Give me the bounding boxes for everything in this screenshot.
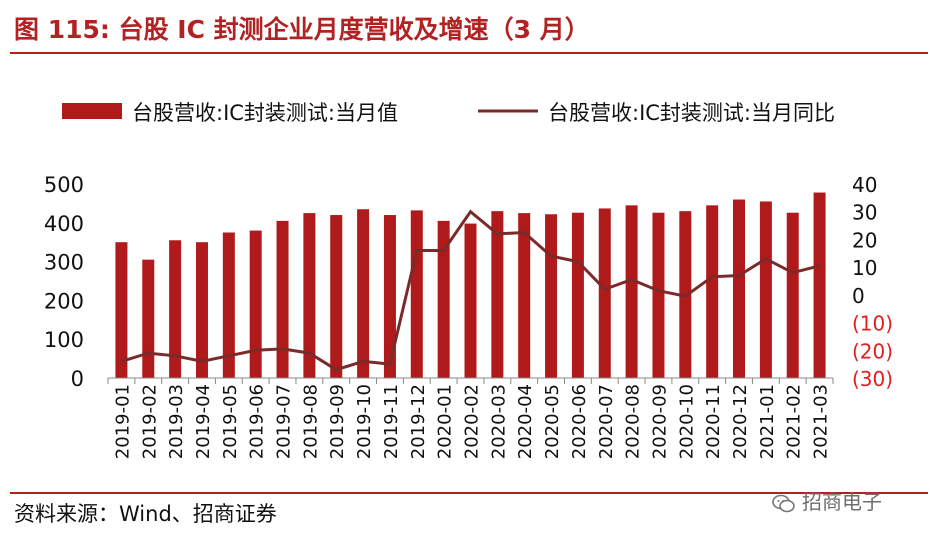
bar — [330, 215, 343, 378]
source-note: 资料来源：Wind、招商证券 — [14, 502, 277, 526]
left-tick-label: 200 — [44, 289, 84, 313]
x-tick-label: 2020-12 — [730, 384, 751, 459]
bar — [276, 220, 289, 378]
bar — [813, 192, 826, 378]
right-tick-label: (20) — [852, 339, 893, 363]
watermark-text: 招商电子 — [802, 490, 882, 514]
bar — [571, 212, 584, 378]
x-tick-label: 2019-03 — [166, 384, 187, 459]
bar — [733, 199, 746, 378]
x-axis-ticks — [107, 378, 834, 384]
x-tick-label: 2020-01 — [435, 384, 456, 459]
right-axis: (30) (20) (10) 0 10 20 30 40 — [852, 173, 893, 391]
bar — [383, 215, 396, 378]
bar — [759, 201, 772, 378]
x-axis-labels: 2019-01 2019-02 2019-03 2019-04 2019-05 2019-… — [112, 384, 831, 459]
x-tick-label: 2020-11 — [703, 384, 724, 459]
x-tick-label: 2019-08 — [300, 384, 321, 459]
right-tick-label: (10) — [852, 312, 893, 336]
x-tick-label: 2019-09 — [327, 384, 348, 459]
x-tick-label: 2019-07 — [274, 384, 295, 459]
right-tick-label: 30 — [852, 201, 877, 225]
bar — [222, 232, 235, 378]
left-tick-label: 100 — [44, 328, 84, 352]
left-tick-label: 0 — [71, 367, 84, 391]
x-tick-label: 2020-07 — [596, 384, 617, 459]
right-tick-label: 20 — [852, 228, 877, 252]
legend: 台股营收:IC封装测试:当月值 台股营收:IC封装测试:当月同比 — [62, 101, 835, 125]
x-tick-label: 2019-06 — [247, 384, 268, 459]
left-tick-label: 400 — [44, 212, 84, 236]
x-tick-label: 2019-05 — [220, 384, 241, 459]
bar — [115, 242, 128, 378]
x-tick-label: 2019-12 — [408, 384, 429, 459]
bar — [786, 212, 799, 378]
x-tick-label: 2020-10 — [676, 384, 697, 459]
bar — [518, 213, 531, 378]
yoy-line — [120, 209, 820, 372]
x-tick-label: 2019-11 — [381, 384, 402, 459]
x-tick-label: 2020-02 — [462, 384, 483, 459]
x-tick-label: 2021-02 — [784, 384, 805, 459]
bar — [169, 240, 182, 378]
bar — [437, 220, 450, 378]
bar — [195, 242, 208, 378]
bar — [652, 212, 665, 378]
x-tick-label: 2020-03 — [488, 384, 509, 459]
bar — [598, 208, 611, 378]
legend-bar-swatch — [62, 103, 122, 119]
x-tick-label: 2020-04 — [515, 384, 536, 459]
x-tick-label: 2021-01 — [757, 384, 778, 459]
bar — [464, 223, 477, 378]
left-axis: 0 100 200 300 400 500 — [44, 173, 84, 391]
footer-divider — [10, 492, 928, 494]
legend-line-label: 台股营收:IC封装测试:当月同比 — [548, 101, 835, 125]
x-tick-label: 2020-08 — [623, 384, 644, 459]
x-tick-label: 2019-10 — [354, 384, 375, 459]
bar — [545, 214, 558, 378]
right-tick-label: 10 — [852, 256, 877, 280]
bar — [357, 209, 370, 378]
bar — [303, 213, 316, 378]
watermark: 招商电子 — [772, 486, 882, 515]
right-tick-label: 40 — [852, 173, 877, 197]
x-tick-label: 2020-05 — [542, 384, 563, 459]
x-tick-label: 2019-02 — [139, 384, 160, 459]
x-tick-label: 2019-04 — [193, 384, 214, 459]
x-tick-label: 2019-01 — [112, 384, 133, 459]
bar — [625, 205, 638, 378]
bar — [491, 211, 504, 378]
wechat-icon — [772, 494, 795, 512]
legend-bar-label: 台股营收:IC封装测试:当月值 — [132, 101, 398, 125]
title-divider — [10, 52, 928, 54]
right-tick-label: 0 — [852, 284, 865, 308]
right-tick-label: (30) — [852, 367, 893, 391]
bar — [410, 210, 423, 378]
x-tick-label: 2021-03 — [811, 384, 832, 459]
left-tick-label: 300 — [44, 251, 84, 275]
bar-series — [115, 192, 826, 378]
left-tick-label: 500 — [44, 173, 84, 197]
bar — [706, 205, 719, 378]
bar — [249, 230, 262, 378]
x-tick-label: 2020-06 — [569, 384, 590, 459]
chart-title: 图 115: 台股 IC 封测企业月度营收及增速（3 月） — [14, 15, 590, 44]
x-tick-label: 2020-09 — [649, 384, 670, 459]
bar — [142, 259, 155, 378]
